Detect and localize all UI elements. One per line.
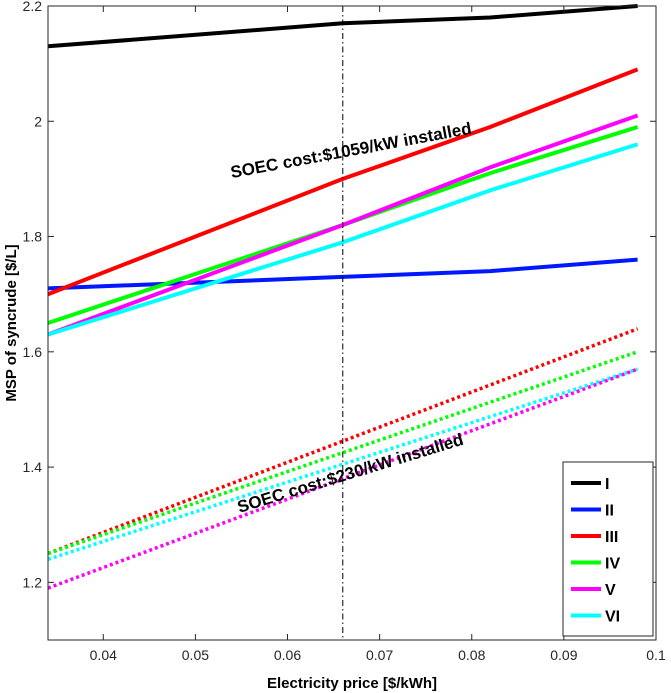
y-tick-label: 2.2 <box>23 0 43 14</box>
legend-label-iii: III <box>605 529 618 546</box>
x-tick-label: 0.07 <box>366 647 393 663</box>
legend-label-i: I <box>605 476 609 493</box>
x-axis-label: Electricity price [$/kWh] <box>267 675 437 692</box>
series-line-ii-solid <box>47 257 638 291</box>
y-tick-label: 1.8 <box>23 229 43 245</box>
axes: 0.04 0.05 0.06 0.07 0.08 0.09 0.1 1.2 1.4 1.6 1.8 2… <box>23 0 666 663</box>
legend-label-v: V <box>605 582 616 599</box>
series-line-iv-solid <box>47 125 639 325</box>
annotation-layer: SOEC cost:$1059/kW installed SOEC cost:$2… <box>229 119 473 517</box>
x-tick-label: 0.1 <box>646 647 666 663</box>
legend-box <box>562 461 654 637</box>
series-line-vi-dotted <box>47 367 639 561</box>
annotation-1: SOEC cost:$1059/kW installed <box>229 119 473 182</box>
y-tick-label: 2 <box>34 113 42 129</box>
plot-frame <box>47 5 657 641</box>
x-tick-label: 0.04 <box>90 647 117 663</box>
series-line-iii-solid <box>47 67 639 297</box>
x-tick-label: 0.05 <box>182 647 209 663</box>
series-layer <box>47 4 639 590</box>
y-tick-label: 1.4 <box>23 459 43 475</box>
series-line-i-solid <box>47 4 638 49</box>
y-tick-label: 1.2 <box>23 574 43 590</box>
series-line-v-solid <box>47 113 639 337</box>
legend-label-vi: VI <box>605 609 620 626</box>
x-tick-label: 0.08 <box>458 647 485 663</box>
legend-label-iv: IV <box>605 556 620 573</box>
series-line-iv-dotted <box>47 350 639 556</box>
legend-label-ii: II <box>605 503 614 520</box>
series-line-vi-solid <box>47 142 639 337</box>
y-tick-label: 1.6 <box>23 344 43 360</box>
x-tick-label: 0.06 <box>274 647 301 663</box>
y-axis-label: MSP of syncrude [$/L] <box>3 244 20 401</box>
x-tick-label: 0.09 <box>550 647 577 663</box>
annotation-2: SOEC cost:$230/kW installed <box>235 430 466 517</box>
